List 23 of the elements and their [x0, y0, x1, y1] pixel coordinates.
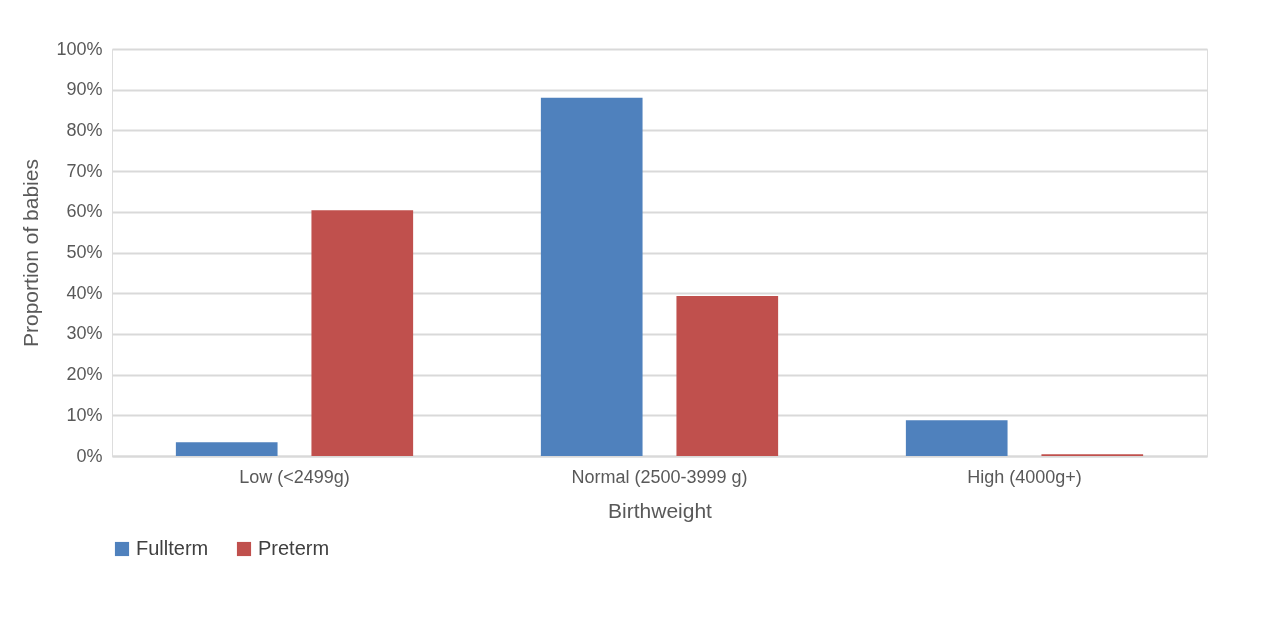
- bar: [175, 442, 278, 456]
- bar: [676, 296, 779, 456]
- bar: [540, 97, 643, 456]
- bar: [311, 210, 414, 456]
- y-axis-title: Proportion of babies: [19, 159, 43, 347]
- y-tick-label: 30%: [66, 323, 103, 344]
- y-tick-label: 90%: [66, 79, 103, 100]
- x-axis-title: Birthweight: [608, 498, 713, 522]
- legend-label: Preterm: [258, 537, 330, 559]
- y-tick-label: 70%: [66, 160, 103, 181]
- x-tick-label: Normal (2500-3999 g): [571, 466, 748, 487]
- y-tick-label: 100%: [56, 38, 103, 59]
- y-tick-label: 80%: [66, 119, 103, 140]
- x-tick-label: High (4000g+): [967, 466, 1082, 487]
- bar: [905, 420, 1008, 456]
- y-tick-label: 0%: [76, 445, 103, 466]
- y-tick-label: 40%: [66, 282, 103, 303]
- x-tick-label: Low (<2499g): [239, 466, 350, 487]
- y-tick-label: 60%: [66, 201, 103, 222]
- legend-label: Fullterm: [136, 537, 209, 559]
- y-tick-label: 50%: [66, 242, 103, 262]
- y-tick-label: 10%: [66, 404, 103, 425]
- y-tick-label: 20%: [66, 364, 103, 385]
